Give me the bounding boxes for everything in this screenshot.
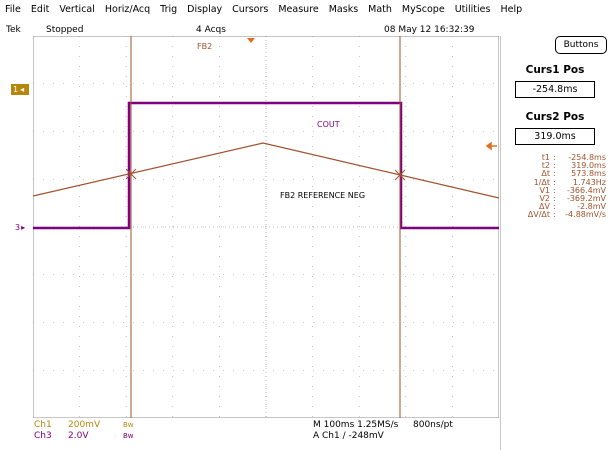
ch1-marker-number: 1 [13, 85, 19, 94]
panel-divider [500, 36, 501, 450]
readout-row: Δt: 573.8ms [503, 169, 608, 179]
trigger-readout[interactable]: A Ch1 ∕ -248mV [313, 431, 384, 441]
cursor-1-crosshair [125, 168, 137, 180]
readout-row: 1/Δt: 1.743Hz [503, 177, 608, 187]
readout-separator: : [553, 194, 556, 203]
readout-key: Δt [541, 169, 550, 179]
readout-key: ΔV [539, 202, 550, 212]
ch1-waveform [33, 142, 499, 199]
status-bar: Tek Stopped 4 Acqs 08 May 12 16:32:39 [0, 22, 500, 36]
readout-row: V1: -366.4mV [503, 185, 608, 195]
menu-help[interactable]: Help [500, 3, 523, 15]
menu-trig[interactable]: Trig [160, 3, 178, 15]
date-time: 08 May 12 16:32:39 [384, 25, 475, 35]
readout-row: t1: -254.8ms [503, 153, 608, 162]
trigger-position-marker [247, 38, 255, 43]
ch3-scale[interactable]: 2.0V [68, 431, 89, 441]
readout-key: V1 [539, 185, 550, 195]
readout-row: V2: -369.2mV [503, 194, 608, 203]
menu-vertical[interactable]: Vertical [59, 3, 95, 15]
readout-row: ΔV: -2.8mV [503, 202, 608, 212]
ch3-name[interactable]: Ch3 [34, 431, 52, 441]
acquisition-state: Stopped [46, 25, 84, 35]
menu-bar: File Edit Vertical Horiz/Acq Trig Displa… [0, 0, 613, 18]
ch1-scale[interactable]: 200mV [68, 420, 101, 430]
readout-value: -4.88mV/s [565, 210, 606, 220]
readout-value: -254.8ms [568, 153, 606, 162]
timebase-readout[interactable]: M 100ms 1.25MS/s [313, 420, 399, 430]
readout-separator: : [553, 161, 556, 171]
menu-edit[interactable]: Edit [30, 3, 50, 15]
brand-label: Tek [6, 25, 21, 35]
readout-value: 319.0ms [571, 161, 606, 171]
menu-masks[interactable]: Masks [328, 3, 359, 15]
menu-display[interactable]: Display [187, 3, 223, 15]
record-rate: 800ns/pt [413, 420, 453, 430]
menu-horiz-acq[interactable]: Horiz/Acq [104, 3, 151, 15]
acquisition-count: 4 Acqs [196, 25, 226, 35]
curs1-pos-field[interactable]: -254.8ms [515, 81, 595, 98]
readout-separator: : [553, 210, 556, 220]
readout-separator: : [553, 185, 556, 195]
waveform-display: FB2 COUT FB2 REFERENCE NEG [33, 36, 499, 418]
menu-measure[interactable]: Measure [278, 3, 319, 15]
ch1-bandwidth: Bw [123, 421, 134, 429]
fb2-top-label: FB2 [197, 42, 212, 51]
menu-file[interactable]: File [5, 3, 21, 15]
readout-value: -366.4mV [566, 185, 606, 195]
readout-value: 1.743Hz [572, 177, 606, 187]
menu-math[interactable]: Math [368, 3, 392, 15]
curs2-pos-title: Curs2 Pos [525, 111, 585, 123]
trigger-level-marker [485, 141, 497, 151]
ch3-marker-number: 3 [15, 223, 21, 232]
curs1-pos-title: Curs1 Pos [525, 64, 585, 76]
readout-value: -369.2mV [566, 194, 606, 203]
readout-key: 1/Δt [533, 177, 550, 187]
cout-label: COUT [317, 120, 340, 129]
readout-key: t1 [541, 153, 550, 162]
menu-cursors[interactable]: Cursors [232, 3, 269, 15]
ch3-offset-marker[interactable]: 3▸ [15, 223, 26, 232]
ch3-bandwidth: Bw [123, 432, 134, 440]
ch3-waveform [33, 101, 499, 230]
ch1-name[interactable]: Ch1 [34, 420, 52, 430]
menu-myscope[interactable]: MyScope [401, 3, 445, 15]
readout-separator: : [553, 202, 556, 212]
readout-separator: : [553, 153, 556, 162]
readout-key: ΔV/Δt [527, 210, 550, 220]
ch1-offset-marker[interactable]: 1 ◂ [11, 84, 29, 95]
readout-row: ΔV/Δt: -4.88mV/s [503, 210, 608, 220]
menu-utilities[interactable]: Utilities [454, 3, 491, 15]
readout-separator: : [553, 177, 556, 187]
buttons-toggle-button[interactable]: Buttons [555, 36, 607, 54]
readout-key: V2 [539, 194, 550, 203]
readout-row: t2: 319.0ms [503, 161, 608, 171]
readout-value: -2.8mV [577, 202, 606, 212]
readout-key: t2 [541, 161, 550, 171]
curs2-pos-field[interactable]: 319.0ms [515, 128, 595, 145]
fb2-reference-label: FB2 REFERENCE NEG [280, 191, 365, 200]
cursor-2-crosshair [394, 169, 406, 181]
readout-value: 573.8ms [571, 169, 606, 179]
readout-separator: : [553, 169, 556, 179]
